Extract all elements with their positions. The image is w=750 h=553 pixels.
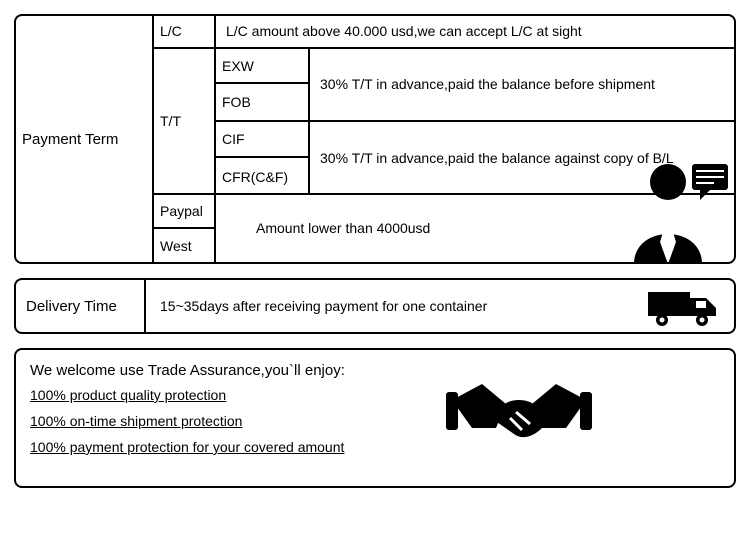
assurance-panel: We welcome use Trade Assurance,you`ll en… (14, 348, 736, 488)
businessman-icon (620, 146, 730, 264)
method-tt: T/T (154, 49, 216, 193)
sub-exw: EXW (216, 49, 308, 85)
payment-term-label: Payment Term (16, 16, 154, 262)
sub-fob: FOB (216, 84, 308, 119)
assurance-head: We welcome use Trade Assurance,you`ll en… (30, 362, 720, 379)
desc-lc: L/C amount above 40.000 usd,we can accep… (216, 16, 734, 47)
assurance-line-0: 100% product quality protection (30, 387, 720, 403)
assurance-line-1: 100% on-time shipment protection (30, 413, 720, 429)
delivery-panel: Delivery Time 15~35days after receiving … (14, 278, 736, 334)
sub-cfr: CFR(C&F) (216, 158, 308, 195)
row-lc: L/C L/C amount above 40.000 usd,we can a… (154, 16, 734, 49)
method-paypal: Paypal (154, 195, 214, 230)
delivery-label: Delivery Time (16, 280, 146, 332)
method-lc: L/C (154, 16, 216, 47)
assurance-line-2: 100% payment protection for your covered… (30, 439, 720, 455)
handshake-icon (444, 362, 594, 472)
desc-tt1: 30% T/T in advance,paid the balance befo… (310, 49, 734, 120)
tt-group1: EXW FOB 30% T/T in advance,paid the bala… (216, 49, 734, 122)
truck-icon (646, 286, 722, 330)
sub-cif: CIF (216, 122, 308, 159)
payment-body: L/C L/C amount above 40.000 usd,we can a… (154, 16, 734, 262)
method-west: West (154, 229, 214, 262)
payment-term-panel: Payment Term L/C L/C amount above 40.000… (14, 14, 736, 264)
